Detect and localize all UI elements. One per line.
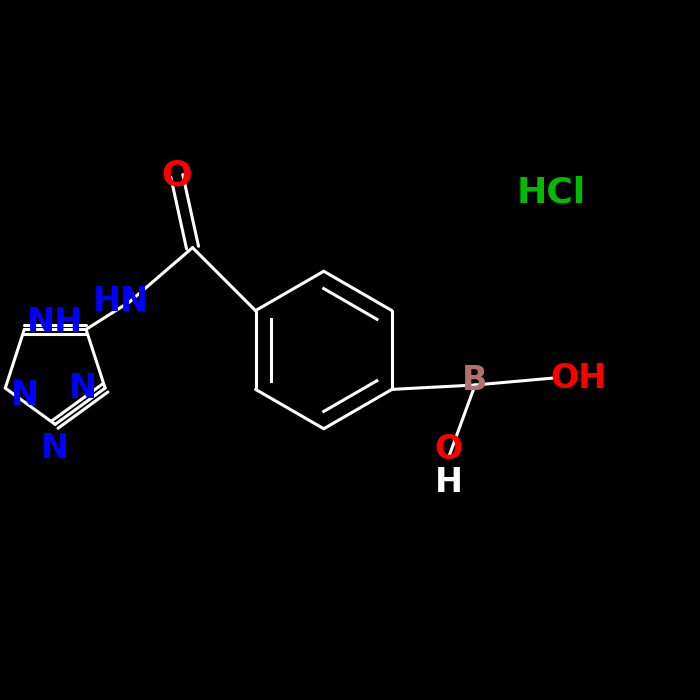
Text: O: O <box>435 433 463 466</box>
Text: H: H <box>435 466 463 500</box>
Text: O: O <box>162 159 193 193</box>
Text: N: N <box>41 433 69 466</box>
Text: NH: NH <box>27 306 83 339</box>
Text: HCl: HCl <box>517 176 586 209</box>
Text: HN: HN <box>92 286 149 318</box>
Text: B: B <box>462 364 488 397</box>
Text: N: N <box>69 372 97 405</box>
Text: N: N <box>10 379 38 412</box>
Text: OH: OH <box>550 361 606 395</box>
